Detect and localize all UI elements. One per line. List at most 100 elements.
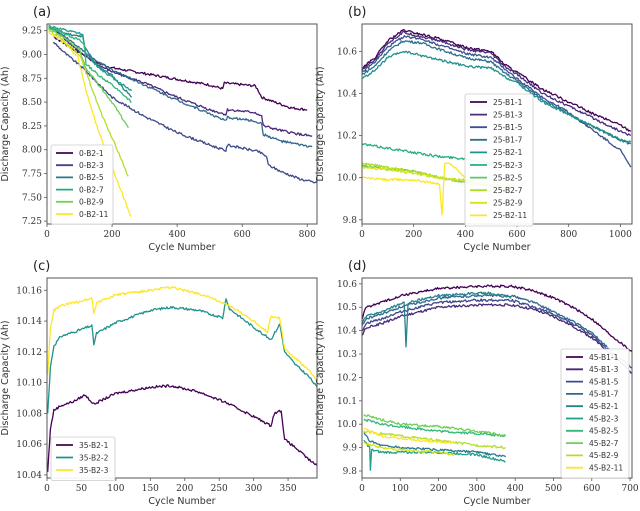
legend-label: 45-B2-9 — [589, 451, 619, 460]
legend-label: 45-B2-11 — [589, 464, 623, 473]
series-line-45-B1-1 — [362, 284, 632, 353]
panel-b: 0 200 400 600 800 1000 9.8 10.0 10.2 10.4 10.6 Cycl… — [315, 5, 633, 253]
x-tick-label: 0 — [44, 484, 50, 494]
axes-frame — [46, 277, 318, 479]
series-line-0-B2-9b — [48, 28, 129, 177]
y-tick-label: 7.50 — [22, 193, 42, 203]
panel-label: (d) — [348, 259, 366, 274]
axes-frame — [361, 277, 633, 479]
y-tick-label: 10.04 — [16, 471, 42, 481]
legend-label: 25-B2-7 — [493, 186, 523, 195]
x-tick-label: 200 — [405, 230, 422, 240]
legend-label: 0-B2-1 — [79, 149, 104, 158]
y-tick-label: 10.14 — [16, 317, 42, 327]
series-line-25-B1-3 — [362, 30, 632, 137]
x-tick-label: 500 — [545, 484, 562, 494]
x-tick-label: 800 — [560, 230, 577, 240]
x-tick-label: 150 — [142, 484, 159, 494]
x-tick-label: 100 — [392, 484, 409, 494]
y-tick-label: 8.75 — [22, 74, 42, 84]
x-axis-label: Cycle Number — [148, 496, 215, 507]
legend-label: 25-B1-5 — [493, 123, 523, 132]
x-tick-label: 0 — [359, 230, 365, 240]
y-tick-label: 10.6 — [337, 280, 357, 290]
y-axis-label: Discharge Capacity (Ah) — [315, 66, 326, 181]
x-axis-label: Cycle Number — [463, 242, 530, 253]
legend-label: 35-B2-3 — [79, 466, 109, 475]
series-line-35-B2-1 — [47, 384, 317, 472]
legend-label: 0-B2-9 — [79, 198, 104, 207]
y-tick-label: 8.00 — [22, 146, 42, 156]
x-tick-label: 200 — [430, 484, 447, 494]
series-line-0-B2-11 — [48, 30, 132, 217]
x-axis-label: Cycle Number — [148, 242, 215, 253]
legend-label: 35-B2-2 — [79, 453, 109, 462]
y-tick-label: 10.3 — [337, 350, 357, 360]
x-tick-label: 0 — [359, 484, 365, 494]
y-tick-label: 9.8 — [343, 216, 358, 226]
series-line-45-B2-1b — [363, 432, 507, 458]
panel-c: 0 50 100 150 200 250 300 350 10.04 10.06 10.08 10.1… — [0, 259, 318, 507]
series-line-45-B2-11 — [363, 427, 455, 445]
y-tick-label: 10.2 — [337, 373, 357, 383]
y-tick-label: 10.06 — [16, 440, 42, 450]
x-tick-label: 400 — [457, 230, 474, 240]
panel-label: (a) — [33, 5, 51, 20]
axes-frame — [46, 23, 318, 225]
x-tick-label: 100 — [107, 484, 124, 494]
x-tick-label: 350 — [279, 484, 296, 494]
legend-label: 45-B1-3 — [589, 365, 619, 374]
y-tick-label: 8.50 — [22, 98, 42, 108]
x-tick-label: 300 — [468, 484, 485, 494]
series-line-25-B2-11 — [362, 162, 466, 216]
panel-a: 0 200 400 600 800 7.25 7.50 7.75 8.00 8.25 8.50 8.7… — [0, 5, 318, 253]
legend-label: 25-B1-1 — [493, 98, 523, 107]
x-tick-label: 200 — [103, 230, 120, 240]
series-line-45-B2-1 — [362, 291, 512, 348]
x-tick-label: 50 — [76, 484, 88, 494]
legend-label: 0-B2-7 — [79, 185, 104, 194]
series-group — [48, 24, 317, 217]
series-line-0-B2-9 — [48, 27, 129, 129]
y-tick-label: 7.25 — [22, 217, 42, 227]
series-line-0-B2-1 — [53, 35, 308, 112]
panel-d: 0 100 200 300 400 500 600 700 9.8 9.9 10.0 10.1 10.2… — [315, 259, 639, 507]
series-group — [47, 286, 317, 472]
legend: 45-B1-1 45-B1-3 45-B1-5 45-B1-7 45-B2-1 45-B2… — [560, 348, 630, 479]
y-tick-label: 8.25 — [22, 122, 42, 132]
legend: 25-B1-1 25-B1-3 25-B1-5 25-B1-7 25-B2-1 25-B2… — [464, 93, 534, 227]
legend-label: 45-B1-7 — [589, 390, 619, 399]
legend-label: 25-B2-9 — [493, 199, 523, 208]
y-tick-label: 10.4 — [337, 89, 357, 99]
x-tick-label: 600 — [508, 230, 525, 240]
x-tick-label: 1000 — [609, 230, 632, 240]
x-tick-label: 200 — [176, 484, 193, 494]
y-tick-label: 10.08 — [16, 409, 42, 419]
series-line-45-B2-9b — [363, 441, 455, 456]
series-line-45-B1-5 — [362, 298, 632, 369]
panel-label: (c) — [33, 259, 50, 274]
y-axis-label: Discharge Capacity (Ah) — [0, 320, 11, 435]
legend: 0-B2-1 0-B2-3 0-B2-5 0-B2-7 0-B2-9 0-B2-11 — [50, 144, 114, 225]
y-tick-label: 10.0 — [337, 420, 357, 430]
series-line-45-B2-5 — [363, 418, 506, 438]
y-tick-label: 10.2 — [337, 132, 357, 142]
legend-label: 35-B2-1 — [79, 441, 109, 450]
y-tick-label: 10.0 — [337, 174, 357, 184]
x-tick-label: 250 — [211, 484, 228, 494]
x-tick-label: 0 — [44, 230, 50, 240]
series-line-35-B2-2 — [47, 298, 317, 414]
legend-label: 25-B2-3 — [493, 161, 523, 170]
series-line-0-B2-3 — [51, 27, 313, 137]
series-line-0-B2-7 — [48, 24, 133, 92]
series-group — [362, 284, 632, 471]
legend-label: 25-B2-11 — [493, 211, 527, 220]
x-tick-label: 600 — [583, 484, 600, 494]
y-tick-label: 9.00 — [22, 50, 42, 60]
legend-label: 45-B2-1 — [589, 402, 619, 411]
series-line-25-B1-5 — [362, 35, 632, 168]
x-tick-label: 400 — [507, 484, 524, 494]
y-tick-label: 10.16 — [16, 286, 42, 296]
y-tick-label: 10.5 — [337, 303, 357, 313]
